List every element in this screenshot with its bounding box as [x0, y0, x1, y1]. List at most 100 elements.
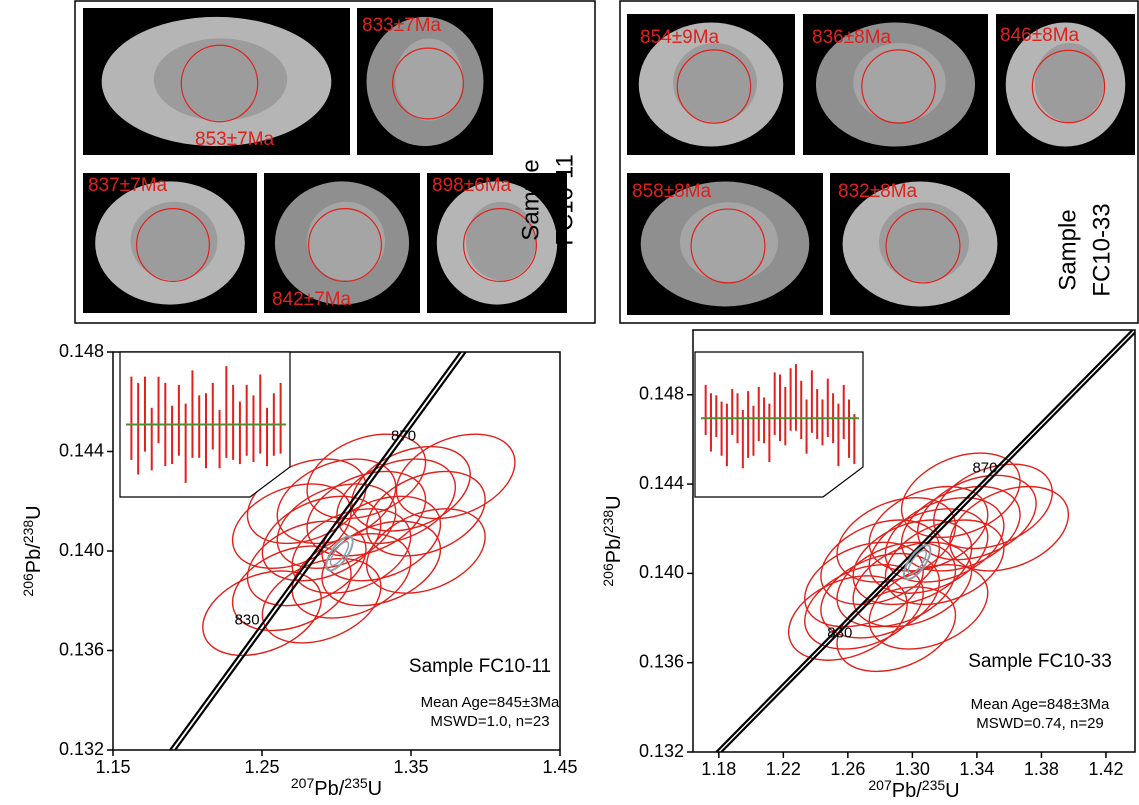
error-ellipse — [804, 541, 924, 628]
grain-core — [307, 201, 385, 281]
age-annotation: 830 — [235, 612, 260, 629]
sample-label: Sample — [1054, 209, 1081, 290]
y-axis-label: 206Pb/238U — [20, 505, 46, 596]
age-label: 898±6Ma — [432, 175, 512, 196]
chart-note: MSWD=1.0, n=23 — [430, 713, 549, 730]
error-ellipse — [246, 458, 367, 545]
plot-frame — [692, 329, 1136, 753]
x-tick-label: 1.45 — [542, 757, 577, 777]
grain-core — [466, 201, 536, 281]
x-axis-label: 207Pb/235U — [291, 775, 382, 801]
age-annotation: 870 — [972, 459, 997, 476]
age-label: 832±8Ma — [838, 181, 918, 202]
age-annotation: 830 — [827, 625, 852, 642]
age-label: 836±8Ma — [812, 27, 892, 48]
label-part: Pb/ — [892, 780, 922, 802]
chart-note: Mean Age=848±3Ma — [971, 696, 1110, 713]
grain-core — [1034, 43, 1105, 122]
plot-area — [715, 330, 1135, 752]
grain-core — [879, 202, 969, 282]
error-ellipse — [395, 433, 516, 520]
error-ellipse — [261, 557, 382, 644]
age-label: 842±7Ma — [272, 289, 352, 310]
y-tick-label: 0.144 — [59, 440, 104, 460]
label-part: Pb/ — [603, 533, 625, 563]
grain-core — [153, 38, 288, 121]
label-part: 238 — [20, 520, 36, 544]
label-part: U — [23, 505, 45, 519]
panel-frame — [619, 0, 1139, 324]
grain-core — [673, 43, 757, 122]
label-part: 235 — [922, 777, 946, 793]
y-tick-label: 0.140 — [639, 562, 684, 582]
sample-label: FC10-11 — [551, 154, 578, 246]
x-tick-label: 1.34 — [959, 759, 994, 779]
label-part: 235 — [344, 775, 368, 791]
age-label: 833±7Ma — [362, 15, 442, 36]
error-ellipse — [306, 470, 427, 557]
sample-label: FC10-33 — [1088, 203, 1115, 296]
mean-ellipse — [903, 544, 932, 581]
chart-note: MSWD=0.74, n=29 — [976, 715, 1104, 732]
error-ellipse — [900, 452, 1021, 539]
x-tick-label: 1.30 — [895, 759, 930, 779]
error-ellipse — [246, 520, 367, 607]
age-label: 846±8Ma — [1000, 25, 1080, 46]
label-part: 238 — [600, 510, 616, 534]
label-part: 207 — [868, 777, 892, 793]
error-ellipse — [306, 433, 427, 520]
error-ellipse — [321, 495, 442, 582]
error-ellipse — [868, 485, 989, 572]
spot — [308, 208, 383, 283]
mean-ellipse-inner — [329, 540, 350, 567]
error-ellipse — [276, 483, 397, 570]
error-ellipse — [820, 552, 941, 639]
spot — [690, 208, 766, 284]
label-part: Pb/ — [314, 778, 344, 800]
spot — [463, 208, 538, 283]
concordia-curve — [169, 352, 462, 750]
error-ellipse — [820, 519, 941, 606]
label-part: 206 — [20, 573, 36, 597]
concordia-curve — [715, 330, 1134, 752]
chart-title: Sample FC10-11 — [409, 656, 551, 677]
label-part: U — [603, 495, 625, 509]
y-tick-label: 0.136 — [639, 651, 684, 671]
x-tick-label: 1.15 — [95, 757, 130, 777]
age-label: 837±7Ma — [88, 175, 168, 196]
x-tick-label: 1.26 — [830, 759, 865, 779]
y-tick-label: 0.136 — [59, 639, 104, 659]
spot — [392, 47, 464, 120]
y-tick-label: 0.148 — [59, 341, 104, 361]
error-ellipse — [884, 519, 1005, 606]
mean-ellipse — [325, 535, 354, 572]
grain-core — [395, 38, 463, 121]
grain-core — [680, 202, 778, 282]
x-tick-label: 1.42 — [1088, 759, 1123, 779]
y-tick-label: 0.140 — [59, 540, 104, 560]
grain-core — [853, 43, 946, 122]
spot — [180, 44, 259, 123]
concordia-curve — [720, 330, 1135, 752]
x-tick-label: 1.35 — [393, 757, 428, 777]
sample-label: Sample — [517, 159, 544, 240]
error-ellipse — [836, 541, 957, 628]
label-part: Pb/ — [23, 543, 45, 573]
chart-title: Sample FC10-33 — [968, 651, 1112, 672]
y-axis-label: 206Pb/238U — [600, 495, 626, 586]
spot — [676, 49, 752, 124]
label-part: 206 — [600, 563, 616, 587]
spot — [136, 208, 211, 283]
x-tick-label: 1.38 — [1024, 759, 1059, 779]
label-part: U — [368, 778, 382, 800]
chart-note: Mean Age=845±3Ma — [421, 694, 560, 711]
y-tick-label: 0.132 — [59, 739, 104, 759]
concordia-curve — [174, 352, 467, 750]
plot-area — [169, 352, 516, 750]
error-ellipse — [261, 495, 382, 582]
x-tick-label: 1.25 — [244, 757, 279, 777]
error-ellipse — [949, 485, 1070, 572]
x-tick-label: 1.22 — [766, 759, 801, 779]
x-axis-label: 207Pb/235U — [868, 777, 959, 803]
spot — [1031, 49, 1106, 124]
